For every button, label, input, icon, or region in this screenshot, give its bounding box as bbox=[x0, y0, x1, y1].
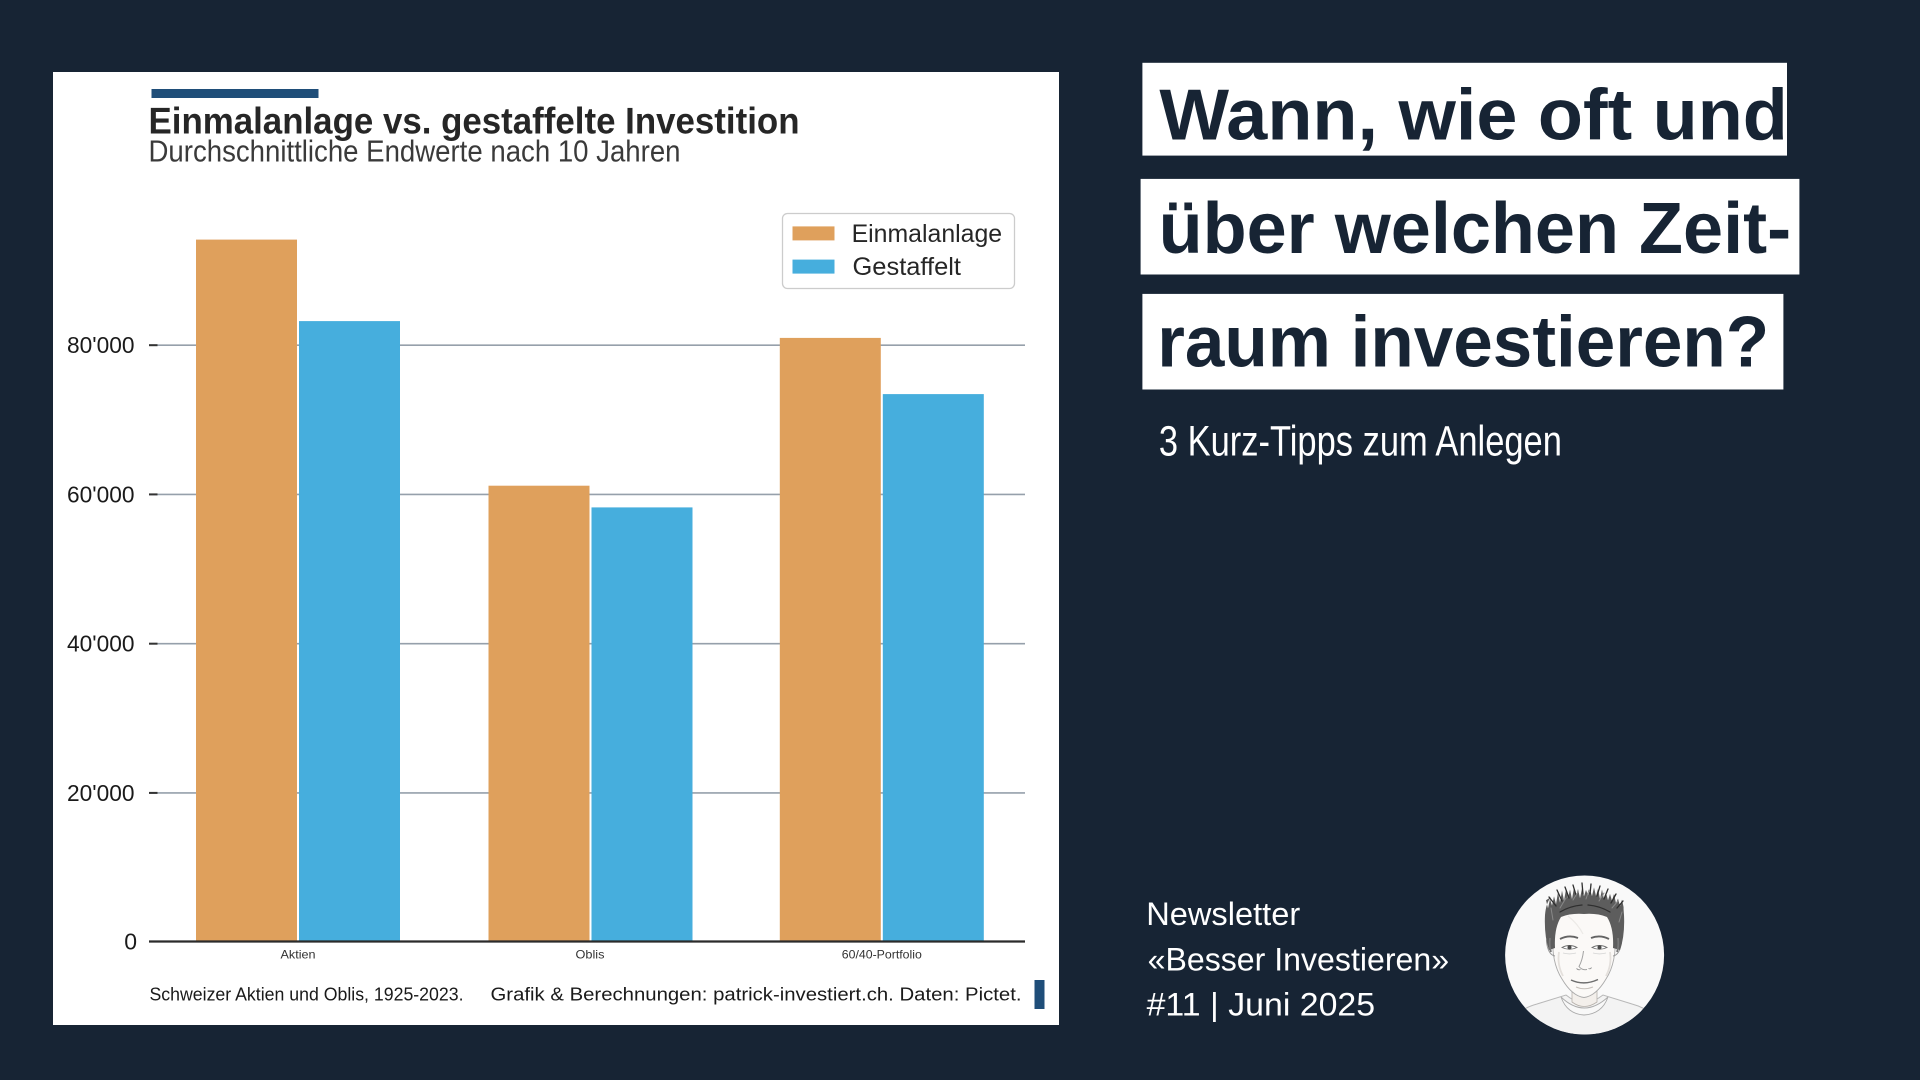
svg-text:raum investieren?: raum investieren? bbox=[1157, 302, 1769, 382]
svg-text:80'000: 80'000 bbox=[67, 332, 135, 358]
svg-text:Oblis: Oblis bbox=[575, 947, 604, 961]
svg-text:Einmalanlage vs. gestaffelte I: Einmalanlage vs. gestaffelte Investition bbox=[148, 100, 799, 141]
svg-text:Gestaffelt: Gestaffelt bbox=[852, 253, 961, 281]
svg-text:60/40-Portfolio: 60/40-Portfolio bbox=[841, 947, 921, 961]
svg-text:über welchen Zeit-: über welchen Zeit- bbox=[1159, 189, 1792, 269]
svg-text:Grafik & Berechnungen: patrick: Grafik & Berechnungen: patrick-investier… bbox=[490, 984, 1021, 1005]
svg-text:Schweizer Aktien und Oblis, 19: Schweizer Aktien und Oblis, 1925-2023. bbox=[149, 984, 463, 1005]
svg-text:Newsletter: Newsletter bbox=[1146, 896, 1300, 932]
svg-text:«Besser Investieren»: «Besser Investieren» bbox=[1148, 942, 1450, 978]
svg-text:Durchschnittliche Endwerte nac: Durchschnittliche Endwerte nach 10 Jahre… bbox=[148, 133, 680, 168]
svg-text:0: 0 bbox=[124, 929, 137, 955]
svg-text:Aktien: Aktien bbox=[280, 947, 315, 961]
svg-text:60'000: 60'000 bbox=[67, 481, 135, 507]
svg-text:40'000: 40'000 bbox=[67, 631, 135, 657]
svg-text:20'000: 20'000 bbox=[67, 780, 135, 806]
svg-text:Einmalanlage: Einmalanlage bbox=[851, 220, 1002, 248]
svg-text:#11 | Juni 2025: #11 | Juni 2025 bbox=[1147, 987, 1376, 1023]
svg-text:Wann, wie oft und: Wann, wie oft und bbox=[1159, 76, 1788, 156]
svg-text:3 Kurz-Tipps zum Anlegen: 3 Kurz-Tipps zum Anlegen bbox=[1159, 419, 1562, 466]
